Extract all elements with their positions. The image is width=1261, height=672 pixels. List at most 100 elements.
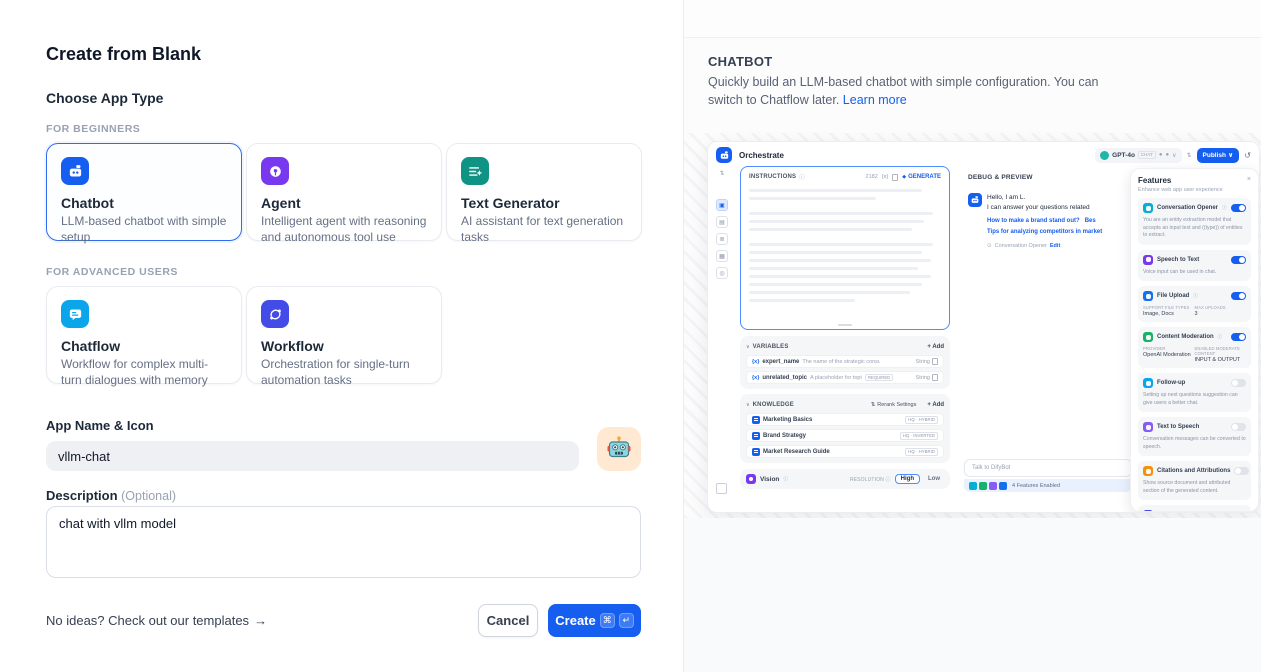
description-optional-label: (Optional) (121, 489, 177, 503)
preview-illustration: Orchestrate GPT-4o CHAT ● ● ∨ ⇅ Publish (684, 133, 1261, 518)
text-to-speech-icon (1143, 422, 1153, 433)
variables-label: VARIABLES (752, 343, 789, 350)
follow-up-icon (1143, 378, 1153, 389)
knowledge-row: Marketing Basics HQ · HYBRID (746, 413, 944, 426)
info-icon: ⓘ (1222, 205, 1227, 210)
model-mode-badge: CHAT (1137, 151, 1156, 159)
add-variable-button: + Add (927, 343, 944, 350)
feature-card-content-moderation: Content Moderation ⓘ PROVIDER OpenAI Mode… (1138, 327, 1251, 369)
create-form-panel: Create from Blank Choose App Type FOR BE… (46, 44, 642, 637)
feature-card-text-to-speech: Text to Speech Conversation messages can… (1138, 417, 1251, 457)
chevron-down-icon: ∨ (746, 401, 750, 408)
speech-to-text-icon (1143, 254, 1153, 265)
app-type-card-chatflow[interactable]: Chatflow Workflow for complex multi-turn… (46, 286, 242, 387)
resolution-high-option: High (894, 474, 920, 484)
model-selector: GPT-4o CHAT ● ● ∨ (1095, 147, 1182, 163)
feature-card-citations: Citations and Attributions Show source d… (1138, 461, 1251, 501)
robot-emoji-icon (607, 436, 631, 458)
app-type-card-text-generator[interactable]: Text Generator AI assistant for text gen… (446, 143, 642, 244)
app-icon-picker[interactable] (597, 427, 641, 471)
app-type-card-chatbot[interactable]: Chatbot LLM-based chatbot with simple se… (46, 143, 242, 244)
preview-app-window: Orchestrate GPT-4o CHAT ● ● ∨ ⇅ Publish (707, 141, 1260, 513)
templates-link[interactable]: No ideas? Check out our templates → (46, 613, 268, 628)
instructions-panel: INSTRUCTIONS ⓘ 2182 {x} ◆ GENERATE (740, 166, 950, 330)
app-type-card-agent[interactable]: Agent Intelligent agent with reasoning a… (246, 143, 442, 244)
card-desc: LLM-based chatbot with simple setup (61, 214, 227, 244)
conversation-opener-mini-icon (969, 481, 977, 490)
info-icon: ⓘ (1217, 334, 1223, 340)
type-settings-icon (932, 374, 938, 381)
suggested-question: How to make a brand stand out? Bes (987, 217, 1096, 224)
copy-icon (892, 173, 899, 181)
knowledge-panel: ∨ KNOWLEDGE ⇅ Rerank Settings + Add Mark… (740, 394, 950, 463)
workflow-icon (261, 300, 289, 328)
content-moderation-icon (1143, 332, 1153, 343)
chat-input: Talk to DifyBot (964, 459, 1132, 477)
knowledge-row: Market Research Guide HQ · HYBRID (746, 445, 944, 458)
generate-button: ◆ GENERATE (902, 174, 941, 180)
preview-description: Quickly build an LLM-based chatbot with … (708, 75, 1099, 108)
pw-side-rail: ⇅ ▣ ▤ ≣ ▦ ◎ (708, 168, 736, 512)
toggle-off (1231, 423, 1246, 432)
app-name-row: App Name & Icon (46, 418, 641, 471)
variables-icon: {x} (881, 174, 889, 180)
knowledge-label: KNOWLEDGE (752, 401, 794, 408)
description-textarea[interactable]: chat with vllm model (46, 506, 641, 578)
app-type-card-workflow[interactable]: Workflow Orchestration for single-turn a… (246, 286, 442, 387)
rail-orchestrate-icon: ▣ (716, 199, 728, 211)
annotation-reply-icon (1143, 510, 1153, 511)
resolution-label: RESOLUTION ⓘ (849, 476, 891, 483)
rerank-settings-button: ⇅ Rerank Settings (870, 401, 917, 408)
info-icon: ⓘ (1193, 293, 1198, 299)
instructions-label: INSTRUCTIONS (749, 174, 797, 180)
variables-panel: ∨ VARIABLES + Add {x} expert_name The na… (740, 336, 950, 389)
mic-icon: ● (1158, 152, 1163, 158)
features-subtitle: Enhance web app user experience (1138, 187, 1223, 193)
create-button[interactable]: Create ⌘ ↵ (548, 604, 641, 637)
swap-icon: ⇅ (870, 401, 876, 408)
beginner-cards-row: Chatbot LLM-based chatbot with simple se… (46, 143, 642, 244)
toggle-off (1234, 467, 1250, 476)
bot-greeting: Hello, I am L. I can answer your questio… (987, 194, 1090, 211)
chatbot-icon (61, 157, 89, 185)
pw-app-icon (716, 147, 732, 163)
retrieval-tag: HQ · HYBRID (905, 447, 938, 456)
vision-row: Vision ⓘ RESOLUTION ⓘ High Low (740, 469, 950, 489)
rail-swap-icon: ⇅ (719, 171, 725, 177)
card-title: Chatbot (61, 195, 114, 211)
conversation-opener-row: ⊙ Conversation Opener Edit (987, 242, 1061, 249)
variable-row: {x} expert_name The name of the strategi… (746, 355, 944, 368)
toggle-on (1231, 204, 1246, 212)
type-settings-icon (932, 358, 938, 365)
pw-title: Orchestrate (739, 150, 784, 160)
learn-more-link[interactable]: Learn more (842, 93, 907, 108)
suggested-question: Tips for analyzing competitors in market (987, 228, 1103, 235)
feature-card-speech-to-text: Speech to Text Voice input can be used i… (1138, 249, 1251, 282)
rail-image-icon: ▤ (716, 216, 728, 228)
variable-row: {x} unrelated_topic A placeholder for to… (746, 371, 944, 384)
bot-avatar (968, 193, 982, 207)
spark-icon: ◆ (902, 174, 907, 180)
dataset-icon (752, 431, 760, 440)
arrow-right-icon: → (254, 613, 268, 628)
for-beginners-label: FOR BEGINNERS (46, 123, 141, 135)
app-name-input[interactable] (46, 441, 579, 471)
file-upload-mini-icon (999, 481, 1007, 490)
content-moderation-mini-icon (979, 481, 987, 490)
opener-icon: ⊙ (987, 242, 992, 249)
toggle-on (1231, 333, 1246, 342)
preview-topbar (684, 0, 1261, 38)
app-type-preview-panel: CHATBOT Quickly build an LLM-based chatb… (683, 0, 1261, 672)
agent-icon (261, 157, 289, 185)
cancel-button[interactable]: Cancel (478, 604, 538, 637)
chevron-down-icon: ∨ (746, 343, 750, 350)
instructions-skeleton-text (749, 189, 941, 302)
modal-footer: No ideas? Check out our templates → Canc… (46, 604, 641, 637)
rail-note-icon: ▦ (716, 250, 728, 262)
publish-button: Publish ∨ (1196, 147, 1240, 163)
resolution-low-option: Low (928, 476, 940, 482)
features-enabled-count: 4 Features Enabled (1012, 482, 1061, 489)
card-desc: AI assistant for text generation tasks (461, 214, 624, 244)
rail-doc-icon: ≣ (716, 233, 728, 245)
